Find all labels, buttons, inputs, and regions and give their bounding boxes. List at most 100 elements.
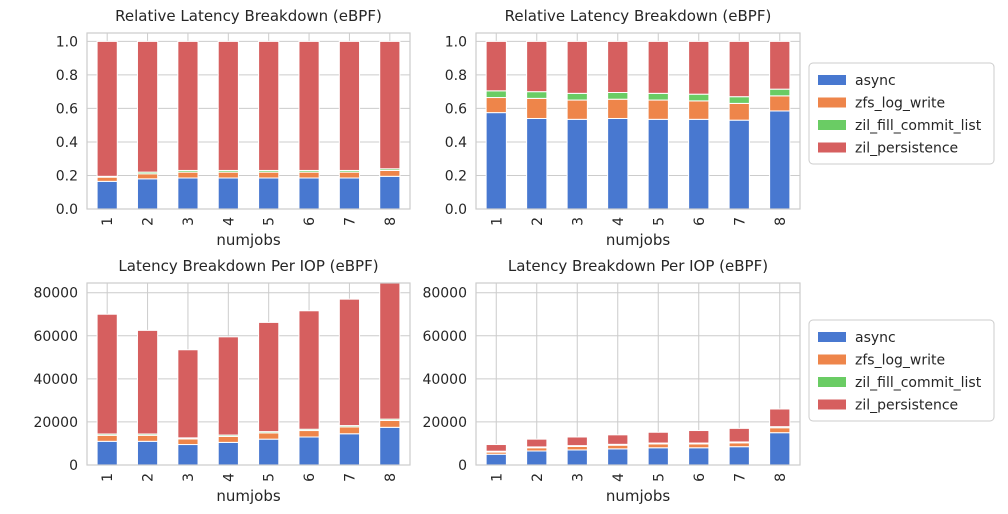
bar-async-7 [728,446,750,466]
bar-async-8 [769,432,791,466]
x-tick-label: 7 [342,217,358,226]
y-tick-label: 40000 [33,372,78,388]
plot-area [476,33,800,209]
bar-zfs_log_write-5 [258,171,280,179]
y-tick-label: 80000 [33,286,78,302]
legend-label-zil_persistence: zil_persistence [855,141,958,157]
x-tick-label: 8 [773,217,789,226]
x-tick-label: 5 [262,217,278,226]
legend-swatch-async [818,332,846,342]
legend-swatch-zil_persistence [818,142,846,153]
bar-zil_persistence-6 [688,40,710,95]
bar-zil_persistence-7 [728,427,750,443]
plot-area [87,33,410,209]
chart-top-right: 0.0 0.2 0.4 0.6 0.8 1.0 1 2 3 4 5 6 7 8 Relative Laten… [445,7,995,249]
bar-async-4 [217,441,239,466]
x-tick-label: 3 [181,473,197,482]
y-tick-label: 20000 [422,415,467,431]
bar-zil_persistence-6 [298,310,320,430]
x-tick-label: 2 [530,217,546,226]
bar-zfs_log_write-4 [607,98,629,119]
bar-zfs_log_write-3 [566,99,588,120]
bar-async-7 [338,177,361,210]
legend: async zfs_log_write zil_fill_commit_listzi… [808,62,995,165]
bar-async-1 [96,180,118,210]
x-tick-label: 1 [489,473,505,482]
bar-async-5 [647,118,669,210]
bar-zil_persistence-5 [258,40,280,171]
bar-zil_fill_commit_list-2 [526,91,548,99]
y-tick-label: 80000 [422,286,467,302]
bar-zil_persistence-2 [526,40,548,93]
bar-async-6 [688,447,710,466]
bar-async-8 [379,175,401,210]
legend-swatch-zil_persistence [818,399,846,410]
bar-zil_persistence-3 [566,40,588,94]
bar-zil_persistence-2 [526,438,548,448]
x-tick-label: 6 [692,217,708,226]
x-tick-label: 3 [181,217,197,226]
chart-top-left: 0.0 0.2 0.4 0.6 0.8 1.0 1 2 3 4 5 6 7 8 Relative Laten… [56,7,411,249]
bar-zfs_log_write-7 [338,171,361,179]
legend-label-zfs_log_write: zfs_log_write [855,96,945,112]
bar-async-4 [217,177,239,210]
bar-zil_persistence-4 [607,40,629,94]
bar-zil_persistence-4 [217,336,239,436]
bar-zil_persistence-8 [769,40,791,90]
x-axis-label: numjobs [606,487,670,505]
bar-zfs_log_write-7 [728,442,750,448]
x-tick-label: 2 [530,473,546,482]
y-tick-label: 0.6 [445,101,467,117]
bar-async-3 [177,177,199,210]
bar-zil_persistence-7 [338,298,361,427]
bar-zfs_log_write-4 [217,435,239,443]
plot-area [87,283,410,465]
x-tick-label: 4 [221,217,237,226]
legend-label-async: async [855,73,896,89]
x-tick-label: 5 [651,217,667,226]
y-tick-label: 0.0 [56,202,78,218]
y-tick-label: 60000 [422,329,467,345]
x-tick-label: 1 [100,217,116,226]
legend: async zfs_log_write zil_fill_commit_listzi… [808,319,995,422]
bar-zfs_log_write-5 [647,99,669,120]
bar-zil_fill_commit_list-3 [566,92,588,101]
bar-zil_persistence-1 [485,444,507,452]
bar-zil_persistence-8 [379,40,401,170]
x-tick-label: 7 [342,473,358,482]
bar-zil_persistence-1 [485,40,507,92]
chart-bottom-left: 0 20000 40000 60000 80000 1 2 3 4 5 6 7 8 Latency Bre… [33,257,411,505]
y-tick-label: 0.2 [445,168,467,184]
legend-frame [808,62,995,165]
bar-zil_fill_commit_list-1 [485,90,507,99]
bar-zil_persistence-8 [769,408,791,428]
bar-zil_persistence-7 [728,40,750,98]
bar-zfs_log_write-3 [177,171,199,179]
x-tick-label: 1 [100,473,116,482]
bar-zil_fill_commit_list-6 [688,93,710,102]
chart-title: Latency Breakdown Per IOP (eBPF) [118,257,378,275]
bar-zfs_log_write-8 [769,427,791,434]
x-tick-label: 5 [262,473,278,482]
x-tick-label: 2 [141,473,157,482]
legend-swatch-zfs_log_write [818,97,846,108]
bar-async-5 [647,447,669,466]
x-axis-label: numjobs [216,231,280,249]
y-tick-label: 0.4 [445,135,467,151]
bar-async-6 [688,118,710,210]
bar-zfs_log_write-2 [136,173,159,180]
x-tick-label: 8 [383,217,399,226]
bar-zfs_log_write-2 [136,434,159,442]
x-tick-label: 6 [302,217,318,226]
x-tick-label: 3 [570,217,586,226]
bar-zfs_log_write-2 [526,97,548,119]
bar-zfs_log_write-7 [728,102,750,121]
bar-async-4 [607,448,629,466]
bar-async-7 [728,119,750,210]
legend-label-zil_fill_commit_list: zil_fill_commit_list [855,118,982,134]
chart-bottom-right: 0 20000 40000 60000 80000 1 2 3 4 5 6 7 8 Latency Bre… [422,257,995,505]
y-tick-label: 1.0 [56,34,78,50]
legend-label-zfs_log_write: zfs_log_write [855,353,945,369]
bar-zfs_log_write-1 [485,97,507,114]
